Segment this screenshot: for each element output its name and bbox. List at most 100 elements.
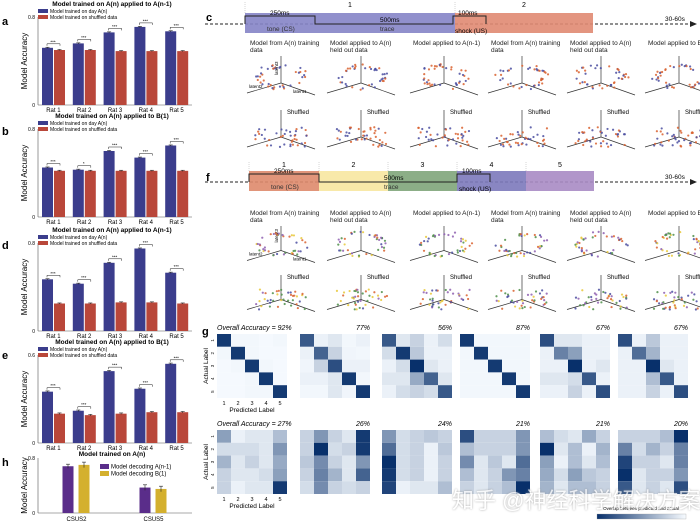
matrix-title: 20%: [673, 421, 688, 428]
latent2-label: latent2: [249, 252, 263, 257]
scatter-point: [494, 244, 497, 247]
scatter-point: [272, 67, 275, 70]
scatter-point: [441, 136, 444, 139]
scatter-point: [338, 138, 341, 141]
y-axis-label: Model Accuracy: [20, 371, 29, 427]
scatter-point: [591, 85, 594, 89]
scatter-point: [365, 137, 368, 140]
scatter-point: [377, 297, 380, 300]
matrix-cell: [660, 346, 674, 360]
scatter-point: [618, 299, 621, 303]
scatter-point: [606, 297, 609, 300]
scatter-point: [268, 305, 271, 308]
legend-label: Model trained on day A(n): [50, 347, 108, 353]
scatter-point: [297, 250, 300, 253]
bar-second: [115, 51, 127, 105]
scatter-point: [655, 130, 658, 133]
scatter-point: [596, 301, 600, 304]
x-tick-label: Rat 1: [46, 334, 61, 340]
matrix-cell: [540, 442, 554, 456]
scatter-point: [444, 128, 448, 131]
scatter-point: [518, 234, 521, 237]
matrix-cell: [502, 481, 516, 494]
bar-second: [146, 170, 158, 217]
matrix-cell: [568, 372, 582, 386]
scatter-point: [451, 235, 455, 238]
scatter-point: [529, 138, 532, 141]
scatter-point: [304, 241, 307, 244]
matrix-cell: [424, 346, 438, 360]
matrix-cell: [314, 346, 328, 360]
latent1-axis: [600, 250, 636, 263]
matrix-cell: [356, 359, 370, 373]
scatter-point: [361, 87, 364, 90]
scatter-point: [616, 133, 620, 136]
matrix-cell: [596, 372, 610, 386]
scatter-point: [591, 136, 595, 140]
panel-label-b: b: [2, 126, 9, 138]
matrix-cell: [618, 442, 632, 456]
matrix-cell: [273, 346, 287, 360]
matrix-cell: [273, 481, 287, 494]
scatter-point: [450, 66, 453, 69]
matrix-cell: [273, 359, 287, 373]
scatter-point: [676, 126, 680, 129]
scatter-point: [522, 254, 526, 258]
matrix-cell: [382, 359, 396, 373]
scatter-point: [599, 67, 602, 70]
scatter-point: [436, 133, 439, 136]
scatter-point: [602, 140, 605, 143]
scatter-point: [451, 87, 455, 90]
scatter-point: [266, 67, 269, 71]
latent2-axis: [246, 250, 282, 261]
scatter-point: [428, 298, 432, 301]
significance-label: ***: [81, 35, 87, 40]
matrix-cell: [632, 455, 646, 469]
scatter-point: [303, 74, 306, 77]
scatter-point: [582, 251, 586, 254]
significance-label: ***: [81, 275, 87, 280]
scatter-point: [685, 306, 688, 309]
scatter-point: [500, 134, 503, 137]
scatter-point: [654, 142, 657, 145]
matrix-cell: [424, 334, 438, 347]
scatter-point: [296, 253, 299, 256]
scatter-point: [697, 82, 700, 85]
matrix-cell: [660, 455, 674, 469]
legend-label: Model trained on shuffled data: [50, 353, 117, 359]
scatter-point: [432, 303, 435, 306]
significance-label: ***: [112, 143, 118, 148]
scatter-point: [417, 126, 420, 129]
scatter-point: [356, 288, 359, 291]
scatter-point: [510, 253, 513, 256]
legend-swatch: [38, 127, 48, 131]
scatter-point: [611, 128, 615, 131]
scatter-point: [694, 308, 698, 311]
scatter-point: [577, 297, 580, 300]
scatter-point: [584, 69, 587, 72]
bar-chart-b: Model trained on A(n) applied to B(1) 0.8…: [20, 113, 192, 226]
scatter-point: [361, 307, 365, 310]
y-tick-label: 2: [210, 447, 215, 450]
scatter-point: [593, 292, 596, 295]
scatter-point: [368, 294, 371, 297]
scatter-point: [608, 65, 611, 68]
scatter-point: [518, 307, 521, 310]
matrix-cell: [382, 481, 396, 494]
scatter-point: [370, 83, 373, 86]
matrix-cell: [618, 334, 632, 347]
scatter-point: [509, 133, 512, 136]
matrix-cell: [424, 455, 438, 469]
matrix-cell: [300, 430, 314, 443]
scatter-point: [584, 237, 587, 240]
scatter-point: [464, 130, 467, 133]
stimulus-trace: [244, 15, 487, 25]
matrix-cell: [259, 334, 273, 347]
matrix-cell: [410, 481, 424, 494]
bar-first: [103, 371, 115, 443]
scatter-point: [503, 137, 506, 140]
scatter-point: [580, 249, 583, 252]
matrix-cell: [259, 359, 273, 373]
scatter-point: [505, 137, 508, 140]
matrix-cell: [554, 455, 568, 469]
